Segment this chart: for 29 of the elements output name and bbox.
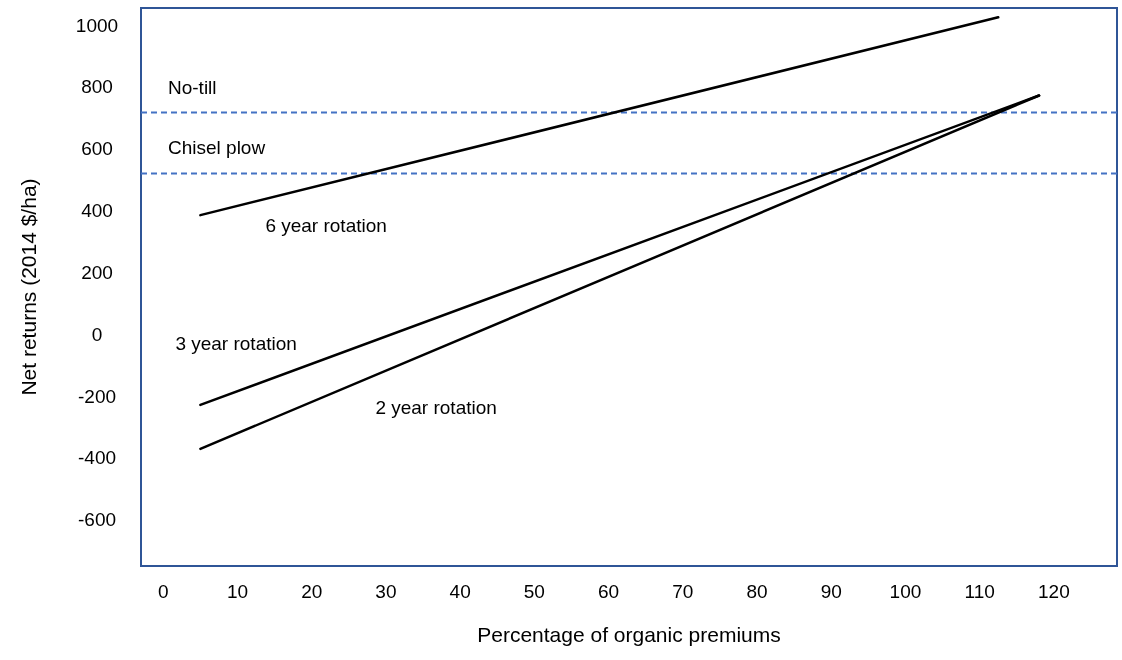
y-tick-label: -400 [77, 447, 117, 469]
x-tick-label: 120 [1038, 581, 1070, 603]
x-tick-label: 0 [157, 581, 169, 603]
x-tick-label: 50 [523, 581, 545, 603]
ref-line-label: No-till [168, 76, 217, 98]
y-tick-label: 800 [81, 76, 113, 98]
x-tick-label: 110 [964, 581, 995, 603]
series-label: 2 year rotation [375, 396, 497, 418]
y-tick-label: -600 [77, 509, 117, 531]
x-tick-label: 30 [375, 581, 397, 603]
x-tick-label: 10 [226, 581, 249, 603]
ref-line-label: Chisel plow [168, 137, 266, 159]
y-tick-label: 1000 [75, 14, 119, 36]
y-tick-label: 0 [91, 323, 103, 345]
y-tick-label: 600 [81, 138, 113, 160]
x-tick-label: 20 [301, 581, 323, 603]
series-label: 6 year rotation [265, 215, 387, 237]
x-tick-label: 70 [672, 581, 694, 603]
y-tick-label: 200 [81, 261, 113, 283]
y-axis-title: Net returns (2014 $/ha) [16, 178, 40, 396]
y-tick-label: -200 [77, 385, 117, 407]
x-axis-title: Percentage of organic premiums [477, 623, 781, 646]
series-label: 3 year rotation [175, 332, 297, 354]
y-tick-label: 400 [81, 200, 113, 222]
x-tick-label: 40 [449, 581, 471, 603]
x-tick-label: 90 [820, 581, 842, 603]
x-tick-label: 100 [889, 581, 922, 603]
x-tick-label: 80 [746, 581, 768, 603]
x-tick-label: 60 [598, 581, 620, 603]
